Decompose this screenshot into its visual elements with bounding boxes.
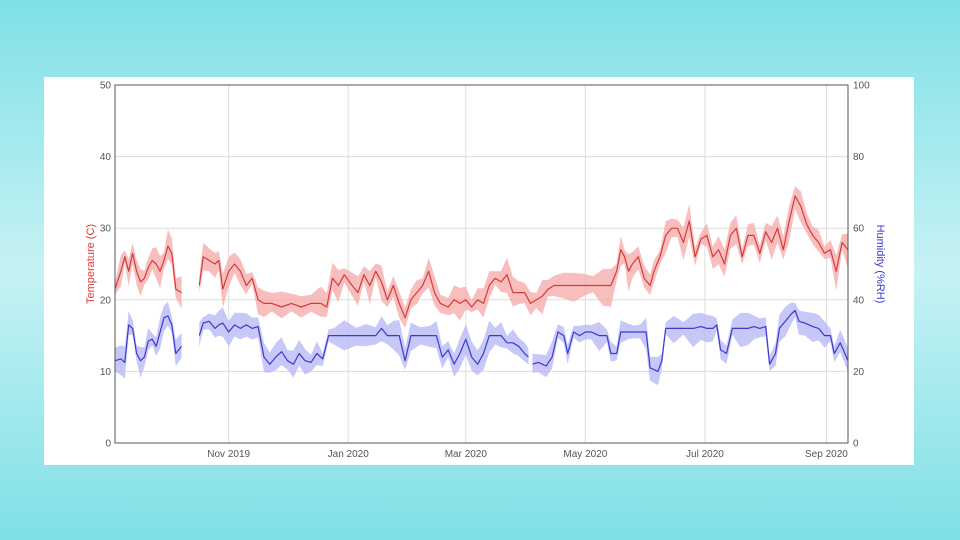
- x-tick-label: Jan 2020: [328, 449, 370, 460]
- x-tick-label: Nov 2019: [207, 449, 250, 460]
- x-tick-label: Sep 2020: [805, 449, 848, 460]
- y-left-tick-label: 30: [100, 224, 112, 235]
- x-tick-label: May 2020: [563, 449, 607, 460]
- series-1-band: [115, 302, 182, 379]
- time-series-chart: 0 10 20 30 40 50 0 20 40 60 80 100 Nov 2019 Jan 2020 M…: [85, 81, 886, 461]
- y-right-axis-title: Humidity (%RH): [874, 225, 886, 304]
- series-0-line: [198, 195, 849, 319]
- series-1-line: [532, 309, 849, 372]
- x-tick-label: Mar 2020: [445, 449, 488, 460]
- y-right-tick-label: 100: [853, 81, 870, 92]
- plot-frame: [114, 84, 849, 444]
- y-right-tick-label: 60: [853, 224, 865, 235]
- y-left-tick-label: 20: [100, 295, 112, 306]
- y-left-tick-label: 0: [105, 439, 111, 450]
- tick-labels: 0 10 20 30 40 50 0 20 40 60 80 100 Nov 2019 Jan 2020 M…: [100, 81, 870, 461]
- series-1-band: [199, 307, 529, 378]
- series-1-band: [532, 302, 848, 386]
- chart-card: 0 10 20 30 40 50 0 20 40 60 80 100 Nov 2019 Jan 2020 M…: [44, 77, 914, 465]
- y-left-tick-label: 40: [100, 152, 112, 163]
- y-right-tick-label: 80: [853, 152, 865, 163]
- range-bands: [115, 186, 849, 386]
- y-left-tick-label: 50: [100, 81, 112, 92]
- y-right-tick-label: 0: [853, 439, 859, 450]
- series-lines: [114, 195, 849, 372]
- series-0-band: [199, 186, 849, 328]
- grid: [115, 84, 848, 444]
- y-left-tick-label: 10: [100, 367, 112, 378]
- series-1-line: [198, 320, 529, 365]
- series-1-line: [114, 315, 183, 363]
- series-0-line: [114, 245, 182, 294]
- y-right-tick-label: 40: [853, 295, 865, 306]
- y-right-tick-label: 20: [853, 367, 865, 378]
- y-left-axis-title: Temperature (C): [85, 224, 97, 304]
- x-tick-label: Jul 2020: [686, 449, 724, 460]
